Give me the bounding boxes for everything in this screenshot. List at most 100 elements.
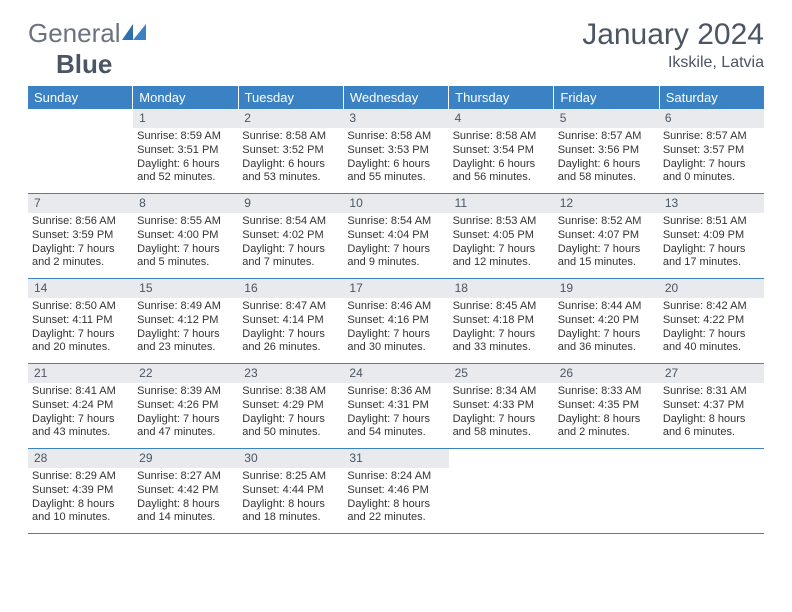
- day-number: 17: [343, 279, 448, 298]
- day-details: Sunrise: 8:41 AMSunset: 4:24 PMDaylight:…: [28, 383, 133, 444]
- brand-flag-icon: [121, 18, 147, 49]
- day-cell: 16Sunrise: 8:47 AMSunset: 4:14 PMDayligh…: [238, 279, 343, 363]
- sunrise-line: Sunrise: 8:58 AM: [453, 130, 550, 144]
- day-cell: 3Sunrise: 8:58 AMSunset: 3:53 PMDaylight…: [343, 109, 448, 193]
- day-number: 18: [449, 279, 554, 298]
- day-details: Sunrise: 8:47 AMSunset: 4:14 PMDaylight:…: [238, 298, 343, 359]
- sunset-line: Sunset: 4:35 PM: [558, 399, 655, 413]
- sunrise-line: Sunrise: 8:31 AM: [663, 385, 760, 399]
- day-cell: 26Sunrise: 8:33 AMSunset: 4:35 PMDayligh…: [554, 364, 659, 448]
- daylight-line: Daylight: 7 hours and 47 minutes.: [137, 413, 234, 441]
- weekday-header: Thursday: [449, 86, 554, 109]
- day-number: 15: [133, 279, 238, 298]
- day-details: Sunrise: 8:39 AMSunset: 4:26 PMDaylight:…: [133, 383, 238, 444]
- day-number: 26: [554, 364, 659, 383]
- week-row: 21Sunrise: 8:41 AMSunset: 4:24 PMDayligh…: [28, 364, 764, 449]
- daylight-line: Daylight: 7 hours and 36 minutes.: [558, 328, 655, 356]
- day-cell: 2Sunrise: 8:58 AMSunset: 3:52 PMDaylight…: [238, 109, 343, 193]
- day-cell: 31Sunrise: 8:24 AMSunset: 4:46 PMDayligh…: [343, 449, 448, 533]
- sunset-line: Sunset: 4:02 PM: [242, 229, 339, 243]
- sunset-line: Sunset: 4:29 PM: [242, 399, 339, 413]
- weekday-header: Saturday: [660, 86, 764, 109]
- day-number: 7: [28, 194, 133, 213]
- sunset-line: Sunset: 4:37 PM: [663, 399, 760, 413]
- month-title: January 2024: [582, 18, 764, 52]
- day-details: Sunrise: 8:29 AMSunset: 4:39 PMDaylight:…: [28, 468, 133, 529]
- sunrise-line: Sunrise: 8:45 AM: [453, 300, 550, 314]
- daylight-line: Daylight: 6 hours and 55 minutes.: [347, 158, 444, 186]
- day-number: 28: [28, 449, 133, 468]
- weekday-header: Friday: [554, 86, 659, 109]
- day-cell: 9Sunrise: 8:54 AMSunset: 4:02 PMDaylight…: [238, 194, 343, 278]
- day-details: Sunrise: 8:42 AMSunset: 4:22 PMDaylight:…: [659, 298, 764, 359]
- sunrise-line: Sunrise: 8:56 AM: [32, 215, 129, 229]
- day-number: 13: [659, 194, 764, 213]
- day-details: Sunrise: 8:33 AMSunset: 4:35 PMDaylight:…: [554, 383, 659, 444]
- day-number: 14: [28, 279, 133, 298]
- day-cell: 4Sunrise: 8:58 AMSunset: 3:54 PMDaylight…: [449, 109, 554, 193]
- day-cell: [659, 449, 764, 533]
- sunset-line: Sunset: 4:26 PM: [137, 399, 234, 413]
- sunset-line: Sunset: 4:20 PM: [558, 314, 655, 328]
- weekday-header: Tuesday: [239, 86, 344, 109]
- day-details: Sunrise: 8:58 AMSunset: 3:54 PMDaylight:…: [449, 128, 554, 189]
- day-cell: [449, 449, 554, 533]
- sunset-line: Sunset: 3:52 PM: [242, 144, 339, 158]
- daylight-line: Daylight: 7 hours and 58 minutes.: [453, 413, 550, 441]
- sunrise-line: Sunrise: 8:58 AM: [242, 130, 339, 144]
- sunset-line: Sunset: 3:53 PM: [347, 144, 444, 158]
- sunset-line: Sunset: 3:51 PM: [137, 144, 234, 158]
- daylight-line: Daylight: 7 hours and 20 minutes.: [32, 328, 129, 356]
- day-details: Sunrise: 8:59 AMSunset: 3:51 PMDaylight:…: [133, 128, 238, 189]
- sunset-line: Sunset: 4:18 PM: [453, 314, 550, 328]
- daylight-line: Daylight: 7 hours and 7 minutes.: [242, 243, 339, 271]
- day-number: 8: [133, 194, 238, 213]
- week-row: 28Sunrise: 8:29 AMSunset: 4:39 PMDayligh…: [28, 449, 764, 534]
- daylight-line: Daylight: 8 hours and 14 minutes.: [137, 498, 234, 526]
- brand-word2: Blue: [56, 49, 112, 79]
- daylight-line: Daylight: 7 hours and 54 minutes.: [347, 413, 444, 441]
- day-details: Sunrise: 8:57 AMSunset: 3:56 PMDaylight:…: [554, 128, 659, 189]
- brand-word1: General: [28, 18, 121, 48]
- week-row: 7Sunrise: 8:56 AMSunset: 3:59 PMDaylight…: [28, 194, 764, 279]
- sunset-line: Sunset: 4:31 PM: [347, 399, 444, 413]
- day-number: 21: [28, 364, 133, 383]
- sunrise-line: Sunrise: 8:25 AM: [242, 470, 339, 484]
- day-details: Sunrise: 8:49 AMSunset: 4:12 PMDaylight:…: [133, 298, 238, 359]
- weekday-header: Wednesday: [344, 86, 449, 109]
- day-cell: 5Sunrise: 8:57 AMSunset: 3:56 PMDaylight…: [554, 109, 659, 193]
- daylight-line: Daylight: 7 hours and 26 minutes.: [242, 328, 339, 356]
- day-cell: 8Sunrise: 8:55 AMSunset: 4:00 PMDaylight…: [133, 194, 238, 278]
- sunset-line: Sunset: 4:33 PM: [453, 399, 550, 413]
- sunrise-line: Sunrise: 8:42 AM: [663, 300, 760, 314]
- day-number: 10: [343, 194, 448, 213]
- day-cell: 21Sunrise: 8:41 AMSunset: 4:24 PMDayligh…: [28, 364, 133, 448]
- brand-logo: General Blue: [28, 18, 147, 80]
- daylight-line: Daylight: 7 hours and 17 minutes.: [663, 243, 760, 271]
- day-cell: 27Sunrise: 8:31 AMSunset: 4:37 PMDayligh…: [659, 364, 764, 448]
- sunset-line: Sunset: 4:07 PM: [558, 229, 655, 243]
- sunrise-line: Sunrise: 8:58 AM: [347, 130, 444, 144]
- sunset-line: Sunset: 3:54 PM: [453, 144, 550, 158]
- day-cell: 10Sunrise: 8:54 AMSunset: 4:04 PMDayligh…: [343, 194, 448, 278]
- day-number: 19: [554, 279, 659, 298]
- day-details: Sunrise: 8:31 AMSunset: 4:37 PMDaylight:…: [659, 383, 764, 444]
- day-number: 31: [343, 449, 448, 468]
- sunrise-line: Sunrise: 8:44 AM: [558, 300, 655, 314]
- sunrise-line: Sunrise: 8:54 AM: [347, 215, 444, 229]
- sunset-line: Sunset: 4:14 PM: [242, 314, 339, 328]
- calendar: SundayMondayTuesdayWednesdayThursdayFrid…: [28, 86, 764, 534]
- daylight-line: Daylight: 6 hours and 53 minutes.: [242, 158, 339, 186]
- daylight-line: Daylight: 7 hours and 50 minutes.: [242, 413, 339, 441]
- daylight-line: Daylight: 6 hours and 56 minutes.: [453, 158, 550, 186]
- sunset-line: Sunset: 4:42 PM: [137, 484, 234, 498]
- day-cell: 13Sunrise: 8:51 AMSunset: 4:09 PMDayligh…: [659, 194, 764, 278]
- day-cell: 12Sunrise: 8:52 AMSunset: 4:07 PMDayligh…: [554, 194, 659, 278]
- day-number: 6: [659, 109, 764, 128]
- sunrise-line: Sunrise: 8:46 AM: [347, 300, 444, 314]
- sunrise-line: Sunrise: 8:36 AM: [347, 385, 444, 399]
- sunrise-line: Sunrise: 8:59 AM: [137, 130, 234, 144]
- day-cell: 22Sunrise: 8:39 AMSunset: 4:26 PMDayligh…: [133, 364, 238, 448]
- weekday-header: Monday: [133, 86, 238, 109]
- daylight-line: Daylight: 7 hours and 5 minutes.: [137, 243, 234, 271]
